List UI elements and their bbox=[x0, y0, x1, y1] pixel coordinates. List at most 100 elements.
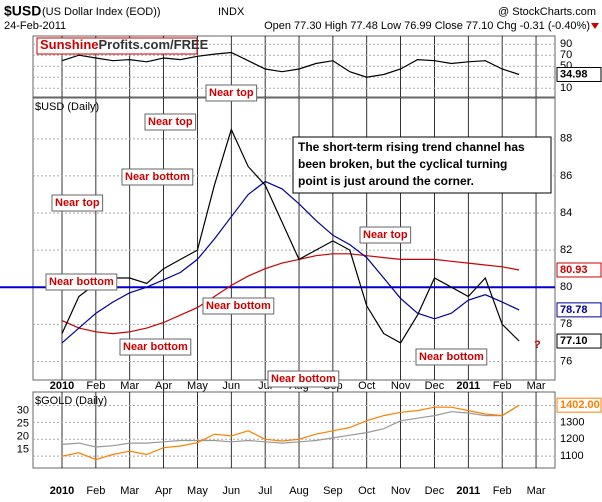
x-tick-label: Mar bbox=[120, 485, 139, 497]
x-tick-label: Feb bbox=[86, 485, 105, 497]
symbol: $USD bbox=[4, 3, 41, 19]
x-tick-label: Mar bbox=[120, 380, 139, 392]
annotation: Near top bbox=[148, 116, 193, 128]
panel-frame bbox=[32, 391, 556, 469]
x-tick-label: Oct bbox=[358, 485, 375, 497]
annotation-box bbox=[359, 226, 412, 244]
series-line bbox=[61, 180, 520, 344]
annotation: Near top bbox=[363, 229, 408, 241]
comment-box bbox=[292, 136, 552, 194]
y-tick-label: 86 bbox=[560, 170, 572, 182]
annotation: Near bottom bbox=[123, 341, 188, 353]
last-value-label: 77.10 bbox=[560, 335, 588, 347]
exchange: INDX bbox=[218, 6, 245, 18]
y2-tick-label: 30 bbox=[17, 404, 29, 416]
x-tick-label: Feb bbox=[493, 485, 512, 497]
y-tick-label: 82 bbox=[560, 244, 572, 256]
last-value-label: 80.93 bbox=[560, 264, 588, 276]
x-tick-label: Jun bbox=[222, 380, 240, 392]
x-tick-label: Mar bbox=[527, 485, 546, 497]
annotation: Near top bbox=[55, 197, 100, 209]
annotation-box bbox=[144, 113, 197, 131]
y-tick-label: 84 bbox=[560, 207, 572, 219]
annotation: Near bottom bbox=[419, 351, 484, 363]
x-tick-label: May bbox=[187, 485, 208, 497]
x-tick-label: Jun bbox=[222, 485, 240, 497]
y-tick-label: 80 bbox=[560, 281, 572, 293]
series-line bbox=[61, 404, 520, 448]
date: 24-Feb-2011 bbox=[4, 20, 66, 32]
comment-line: been broken, but the cyclical turning bbox=[298, 157, 507, 171]
x-tick-label: Feb bbox=[86, 380, 105, 392]
x-tick-label: Mar bbox=[527, 380, 546, 392]
annotation-box bbox=[51, 194, 104, 212]
annotation: Near bottom bbox=[206, 300, 271, 312]
x-tick-label: 2010 bbox=[50, 380, 74, 392]
x-tick-label: Sep bbox=[323, 485, 343, 497]
y-tick-label: 1200 bbox=[560, 433, 584, 445]
down-arrow bbox=[591, 23, 599, 29]
series-line bbox=[61, 127, 520, 344]
annotation-box bbox=[202, 297, 275, 315]
y2-tick-label: 15 bbox=[17, 444, 29, 456]
annotation: Near bottom bbox=[125, 171, 190, 183]
x-tick-label: Nov bbox=[391, 380, 411, 392]
last-value-box bbox=[556, 66, 602, 82]
x-tick-label: 2010 bbox=[50, 485, 74, 497]
source: @ StockCharts.com bbox=[498, 6, 596, 18]
brand-box bbox=[36, 37, 198, 55]
annotation-box bbox=[267, 370, 340, 388]
annotation-box bbox=[45, 273, 118, 291]
x-tick-label: Apr bbox=[155, 485, 172, 497]
annotation-box bbox=[119, 338, 192, 356]
x-tick-label: 2011 bbox=[456, 485, 480, 497]
series-line bbox=[61, 51, 520, 78]
x-tick-label: Jul bbox=[258, 485, 272, 497]
last-value-box bbox=[556, 397, 602, 413]
y-tick-label: 90 bbox=[560, 38, 572, 50]
x-tick-label: Dec bbox=[425, 380, 445, 392]
annotation: Near bottom bbox=[49, 276, 114, 288]
y-tick-label: 70 bbox=[560, 49, 572, 61]
last-value-label: 34.98 bbox=[560, 68, 588, 80]
comment-line: The short-term rising trend channel has bbox=[298, 140, 525, 154]
y2-tick-label: 20 bbox=[17, 430, 29, 442]
x-tick-label: Oct bbox=[358, 380, 375, 392]
annotation-box bbox=[205, 84, 258, 102]
y-tick-label: 1100 bbox=[560, 450, 584, 462]
series-line bbox=[61, 253, 520, 335]
brand-red: Sunshine bbox=[40, 37, 99, 52]
x-tick-label: May bbox=[187, 380, 208, 392]
panel-title: $GOLD (Daily) bbox=[35, 395, 107, 407]
y-tick-label: 1300 bbox=[560, 416, 584, 428]
brand: SunshineProfits.com/FREE bbox=[40, 37, 209, 52]
annotation-box bbox=[415, 348, 488, 366]
x-tick-label: Dec bbox=[425, 485, 445, 497]
question-mark: ? bbox=[534, 339, 541, 351]
x-tick-label: Apr bbox=[155, 380, 172, 392]
y2-tick-label: 25 bbox=[17, 417, 29, 429]
annotation: Near top bbox=[209, 87, 254, 99]
annotation-box bbox=[121, 168, 194, 186]
x-tick-label: Nov bbox=[391, 485, 411, 497]
series-line bbox=[61, 404, 520, 461]
comment-line: point is just around the corner. bbox=[298, 174, 474, 188]
x-tick-label: Aug bbox=[289, 485, 309, 497]
y-tick-label: 76 bbox=[560, 355, 572, 367]
quote: Open 77.30 High 77.48 Low 76.99 Close 77… bbox=[264, 20, 590, 32]
last-value-label: 1402.00 bbox=[560, 399, 600, 411]
last-value-box bbox=[556, 262, 602, 278]
y-tick-label: 88 bbox=[560, 133, 572, 145]
last-value-label: 78.78 bbox=[560, 304, 588, 316]
y-tick-label: 10 bbox=[560, 82, 572, 94]
brand-rest: Profits.com/FREE bbox=[99, 37, 209, 52]
annotation: Near bottom bbox=[271, 373, 336, 385]
index-name: (US Dollar Index (EOD)) bbox=[42, 6, 161, 18]
x-tick-label: Feb bbox=[493, 380, 512, 392]
y-tick-label: 78 bbox=[560, 318, 572, 330]
last-value-box bbox=[556, 302, 602, 318]
last-value-box bbox=[556, 333, 602, 349]
panel-title: $USD (Daily) bbox=[35, 101, 99, 113]
